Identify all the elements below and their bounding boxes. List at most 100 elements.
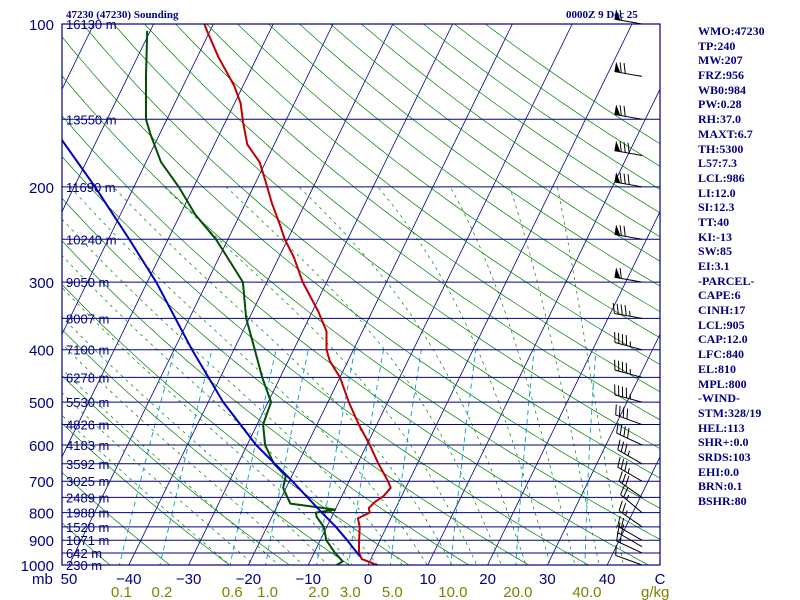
barb-half [625, 510, 628, 516]
valid-time-title: 0000Z 9 Dec 25 [566, 9, 638, 21]
dry-adiabat [0, 24, 63, 577]
barb-full [619, 9, 622, 21]
stability-index-item: WMO:47230 [698, 24, 765, 38]
mixing-ratio-label: 10.0 [438, 584, 467, 600]
barb-full [615, 544, 617, 556]
temperature-trace [203, 24, 392, 565]
temperature-tick-label: −30 [176, 571, 201, 588]
barb-full [618, 471, 623, 482]
barb-full [624, 443, 628, 454]
moist-adiabat [62, 316, 329, 565]
barb-pennant [614, 61, 621, 73]
dry-adiabat [62, 328, 350, 565]
barb-full [627, 427, 630, 439]
temperature-tick-label: −40 [116, 571, 141, 588]
barb-full [623, 105, 626, 117]
barb-pennant [614, 9, 621, 21]
moist-adiabat [62, 287, 353, 565]
stability-index-item: MPL:800 [698, 376, 747, 391]
height-label: 3025 m [66, 474, 109, 489]
barb-full [623, 225, 626, 237]
stability-index-item: CINH:17 [698, 303, 746, 318]
temperature-tick-label: −10 [295, 571, 320, 588]
pressure-tick-label: 500 [29, 395, 54, 412]
temperature-tick-label: 30 [539, 571, 556, 588]
stability-index-item: WB0:984 [698, 82, 746, 97]
dry-adiabat [62, 422, 231, 565]
barb-full [620, 458, 625, 470]
stability-index-item: MW:207 [698, 53, 743, 68]
barb-pennant [614, 224, 621, 236]
height-label: 4183 m [66, 438, 109, 453]
dry-adiabat [62, 471, 171, 565]
barb-full [618, 500, 623, 511]
barb-full [619, 268, 622, 279]
isotherm-line [62, 24, 274, 458]
mixing-ratio-label: 2.0 [308, 584, 329, 600]
barb-full [626, 408, 629, 420]
barb-shaft [620, 494, 643, 513]
stability-index-item: LFC:840 [698, 347, 744, 362]
height-label: 6278 m [66, 370, 109, 385]
temperature-tick-label: 50 [61, 571, 78, 588]
height-label: 1520 m [66, 520, 109, 535]
barb-full [618, 405, 621, 417]
dry-adiabat [62, 522, 111, 565]
dry-adiabat [206, 24, 660, 365]
barb-full [619, 172, 622, 184]
mixing-ratio-line [118, 349, 176, 565]
barb-full [627, 142, 630, 154]
temperature-unit-label: C [655, 571, 666, 588]
wind-barb [617, 522, 643, 548]
wind-barb [614, 359, 643, 378]
stability-index-item: RH:37.0 [698, 112, 741, 127]
wind-barb [618, 471, 643, 498]
mixing-ratio-line [515, 349, 535, 565]
barb-shaft [614, 369, 643, 378]
barb-pennant [614, 104, 621, 116]
wind-barbs [612, 9, 643, 566]
mixing-ratio-line [316, 349, 356, 565]
wind-barb [614, 267, 643, 283]
wind-barb [617, 456, 643, 482]
height-label: 642 m [66, 546, 102, 561]
dry-adiabat [62, 197, 530, 565]
stability-index-item: HEL:113 [698, 420, 745, 435]
wind-barb [617, 515, 643, 541]
isotherm-line [487, 210, 660, 565]
barb-full [615, 404, 617, 415]
stability-index-item: EI:3.1 [698, 259, 730, 273]
moist-adiabat [62, 254, 378, 565]
barb-full [623, 487, 629, 498]
barb-shaft [617, 532, 643, 548]
barb-shaft [615, 414, 643, 426]
moist-adiabat [164, 186, 478, 565]
barb-full [619, 105, 622, 116]
barb-full [617, 515, 621, 527]
dry-adiabat [113, 24, 660, 450]
barb-full [620, 517, 625, 529]
temperature-tick-label: −20 [236, 571, 261, 588]
mixing-ratio-label: 3.0 [340, 584, 361, 600]
moist-adiabat [62, 218, 403, 565]
barb-shaft [615, 554, 643, 566]
stability-index-item: LCL:905 [698, 317, 745, 332]
barb-full [625, 475, 630, 487]
barb-shaft [614, 181, 643, 188]
barb-full [623, 142, 626, 153]
barb-half [627, 450, 630, 456]
isotherm-line [546, 333, 660, 565]
dry-adiabat [62, 375, 290, 565]
stability-index-item: CAPE:6 [698, 288, 741, 303]
pressure-tick-label: 800 [29, 506, 54, 523]
barb-shaft [614, 150, 643, 156]
temperature-tick-label: 0 [364, 571, 372, 588]
wind-barb [617, 439, 643, 465]
stability-index-item: SW:85 [698, 244, 733, 259]
isotherm-line [128, 24, 394, 565]
isotherm-line [367, 24, 633, 565]
moist-adiabat [298, 186, 527, 565]
isotherm-line [427, 88, 660, 565]
dry-adiabat [62, 115, 649, 565]
